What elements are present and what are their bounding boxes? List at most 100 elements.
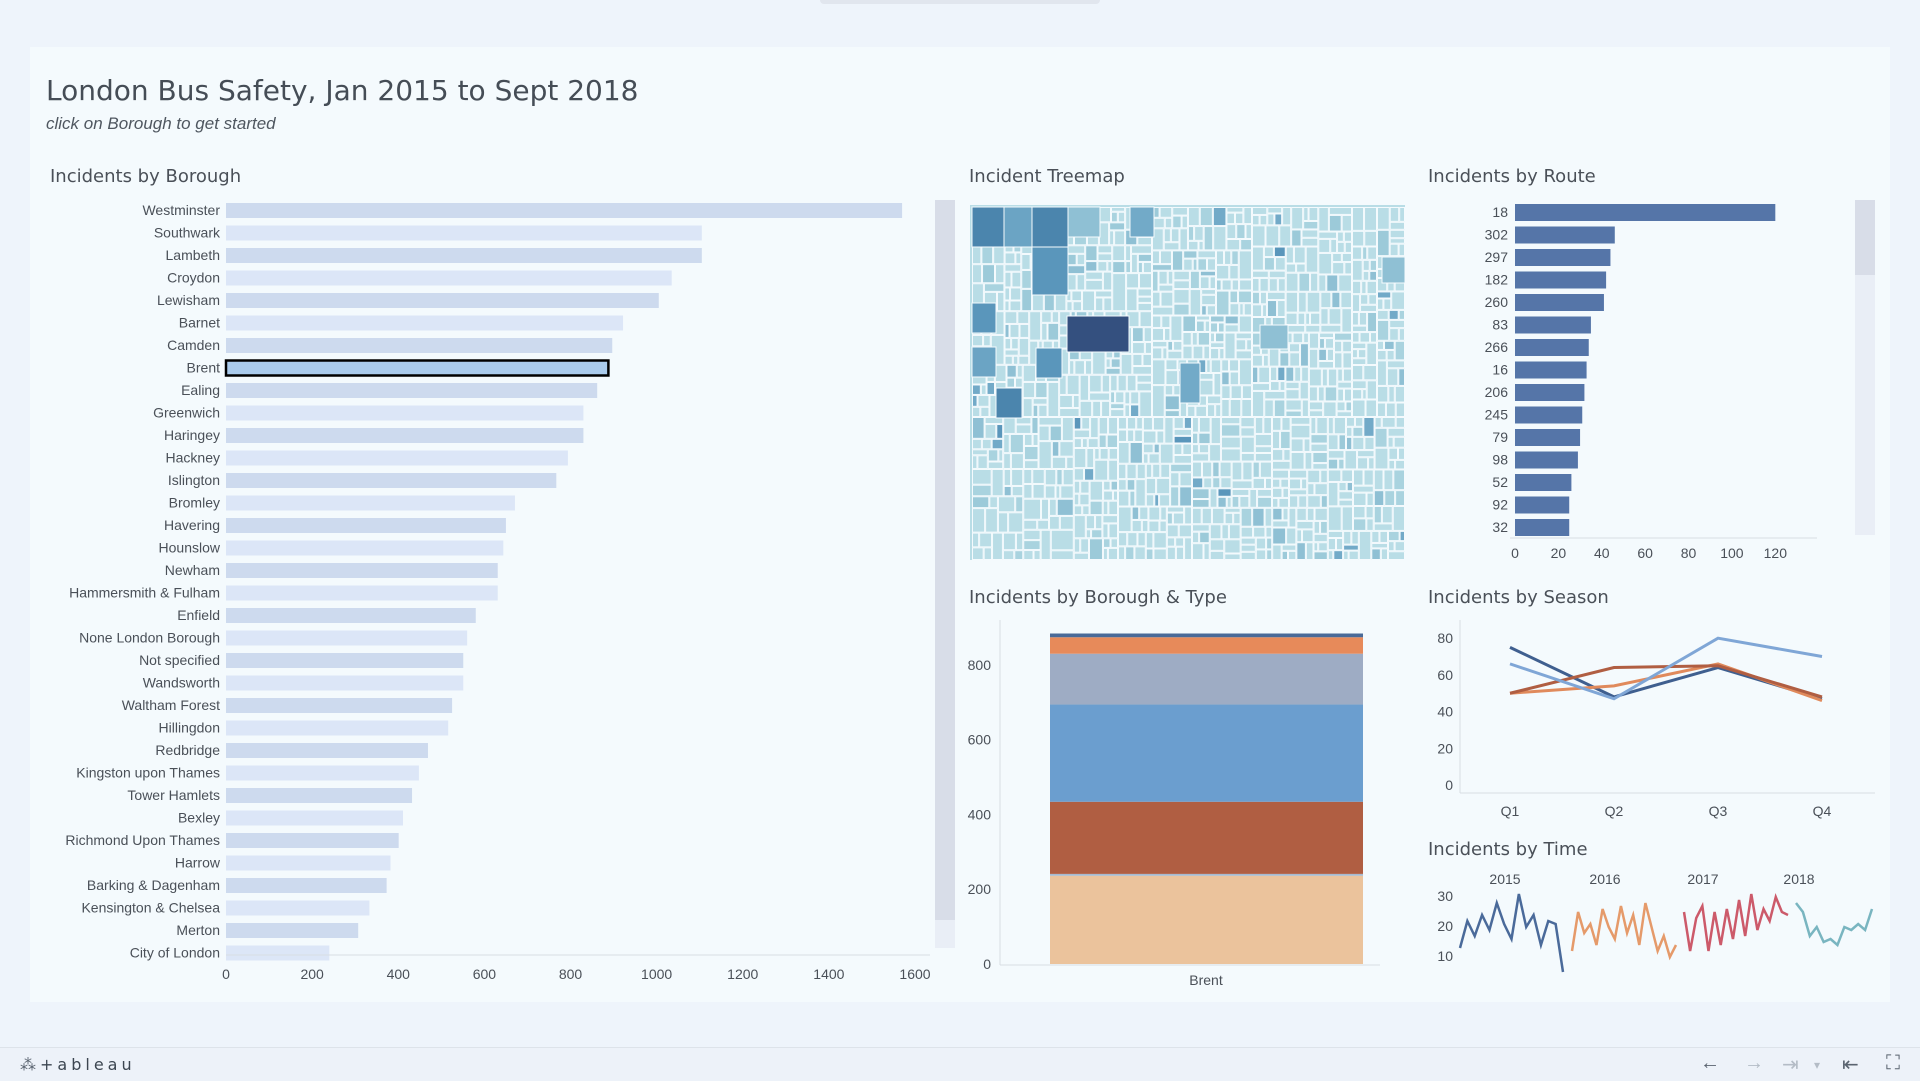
borough-bar[interactable] [226, 608, 476, 623]
treemap-cell[interactable] [1110, 374, 1118, 392]
treemap-cell[interactable] [1242, 461, 1253, 481]
treemap-cell[interactable] [1090, 417, 1099, 439]
treemap-cell[interactable] [1336, 401, 1346, 412]
treemap-cell[interactable] [1229, 290, 1239, 304]
treemap-cell[interactable] [1240, 452, 1255, 462]
treemap-cell[interactable] [1285, 381, 1300, 390]
treemap-cell[interactable] [1004, 252, 1016, 265]
treemap-cell[interactable] [1126, 374, 1137, 392]
treemap-cell[interactable] [1144, 342, 1153, 354]
treemap-cell[interactable] [1385, 402, 1396, 417]
treemap-cell[interactable] [1285, 272, 1299, 292]
treemap-cell[interactable] [1153, 532, 1167, 549]
treemap-cell[interactable] [1080, 538, 1089, 553]
treemap-cell[interactable] [1213, 226, 1227, 251]
treemap-cell[interactable] [1328, 308, 1342, 325]
treemap-cell[interactable] [1268, 270, 1286, 279]
time-line[interactable] [1682, 893, 1789, 952]
treemap-cell[interactable] [1152, 463, 1161, 478]
treemap-cell[interactable] [1352, 349, 1358, 359]
treemap-cell[interactable] [1103, 490, 1113, 501]
treemap-cell[interactable] [1388, 309, 1399, 320]
treemap-cell[interactable] [1337, 368, 1343, 382]
treemap-cell[interactable] [1272, 544, 1282, 561]
treemap-cell[interactable] [1215, 404, 1222, 418]
treemap-cell[interactable] [979, 532, 993, 548]
treemap-cell[interactable] [1313, 533, 1328, 543]
treemap-cell[interactable] [1285, 324, 1306, 333]
treemap-cell[interactable] [1085, 271, 1103, 280]
treemap-cell[interactable] [1318, 231, 1338, 239]
treemap-cell[interactable] [1135, 479, 1146, 507]
treemap-cell[interactable] [1221, 385, 1231, 399]
treemap-cell[interactable] [1137, 236, 1152, 246]
treemap-cell[interactable] [1282, 507, 1289, 521]
treemap-cell[interactable] [1210, 332, 1216, 343]
time-line[interactable] [1458, 893, 1565, 973]
treemap-cell[interactable] [1231, 480, 1253, 489]
treemap-cell[interactable] [1224, 332, 1236, 360]
treemap-cell[interactable] [1308, 348, 1319, 369]
treemap-cell[interactable] [1130, 391, 1140, 405]
treemap-cell[interactable] [1118, 417, 1127, 430]
treemap-cell[interactable] [1277, 300, 1286, 318]
treemap-cell[interactable] [1139, 506, 1149, 520]
treemap-cell[interactable] [1158, 270, 1168, 285]
treemap-cell[interactable] [1023, 445, 1039, 461]
treemap-cell[interactable] [1172, 512, 1185, 525]
treemap-cell[interactable] [1221, 279, 1232, 291]
treemap-cell[interactable] [1212, 477, 1221, 489]
treemap-cell[interactable] [1089, 374, 1102, 393]
treemap-cell[interactable] [1179, 228, 1188, 251]
route-bar[interactable] [1515, 294, 1604, 311]
borough-bar[interactable] [226, 248, 702, 263]
treemap-cell[interactable] [1166, 537, 1176, 547]
treemap-cell[interactable] [1268, 278, 1278, 292]
treemap-cell[interactable] [1285, 399, 1302, 411]
treemap-cell[interactable] [1059, 408, 1080, 418]
treemap-cell[interactable] [1103, 480, 1111, 491]
treemap-cell[interactable] [1173, 435, 1192, 444]
treemap-cell[interactable] [1014, 550, 1024, 561]
treemap-cell[interactable] [1338, 499, 1353, 507]
treemap-cell[interactable] [1110, 409, 1125, 417]
treemap-cell[interactable] [1388, 541, 1395, 552]
treemap-cell[interactable] [1105, 358, 1111, 368]
treemap-cell[interactable] [1337, 381, 1353, 389]
route-bar[interactable] [1515, 204, 1776, 221]
treemap-cell[interactable] [1271, 430, 1281, 450]
treemap-cell[interactable] [1289, 352, 1301, 367]
treemap-cell[interactable] [1107, 261, 1113, 272]
treemap-cell[interactable] [1125, 261, 1132, 274]
treemap-cell[interactable] [1206, 404, 1216, 418]
treemap-cell[interactable] [1198, 444, 1210, 454]
treemap-cell[interactable] [1393, 469, 1405, 491]
treemap-cell[interactable] [1280, 430, 1291, 450]
treemap-cell[interactable] [1173, 280, 1190, 290]
treemap-cell[interactable] [1397, 447, 1406, 460]
treemap-cell[interactable] [972, 449, 988, 456]
treemap-cell[interactable] [1373, 523, 1393, 531]
season-line-chart[interactable]: 0 20 40 60 80 Q1 Q2 Q3 Q4 [1420, 615, 1880, 830]
treemap-cell[interactable] [1173, 454, 1192, 464]
treemap-cell[interactable] [1164, 327, 1171, 341]
treemap-cell[interactable] [1252, 461, 1260, 478]
treemap-cell[interactable] [1218, 322, 1225, 333]
treemap-cell[interactable] [1343, 550, 1349, 560]
treemap-cell[interactable] [1252, 507, 1265, 527]
treemap-cell[interactable] [1016, 364, 1023, 378]
treemap-cell[interactable] [1148, 506, 1161, 521]
treemap-cell[interactable] [1085, 279, 1103, 291]
treemap-cell[interactable] [1381, 505, 1393, 524]
treemap-cell[interactable] [1209, 276, 1216, 290]
treemap-cell[interactable] [1343, 388, 1352, 402]
treemap-cell[interactable] [1112, 490, 1119, 501]
borough-bar[interactable] [226, 945, 330, 961]
treemap-cell[interactable] [1023, 550, 1034, 560]
treemap-cell[interactable] [1108, 500, 1119, 516]
treemap-cell[interactable] [1254, 417, 1264, 434]
treemap-cell[interactable] [1059, 515, 1074, 530]
treemap-cell[interactable] [1145, 494, 1155, 507]
treemap-cell[interactable] [1252, 390, 1265, 417]
treemap-cell[interactable] [1085, 529, 1092, 539]
